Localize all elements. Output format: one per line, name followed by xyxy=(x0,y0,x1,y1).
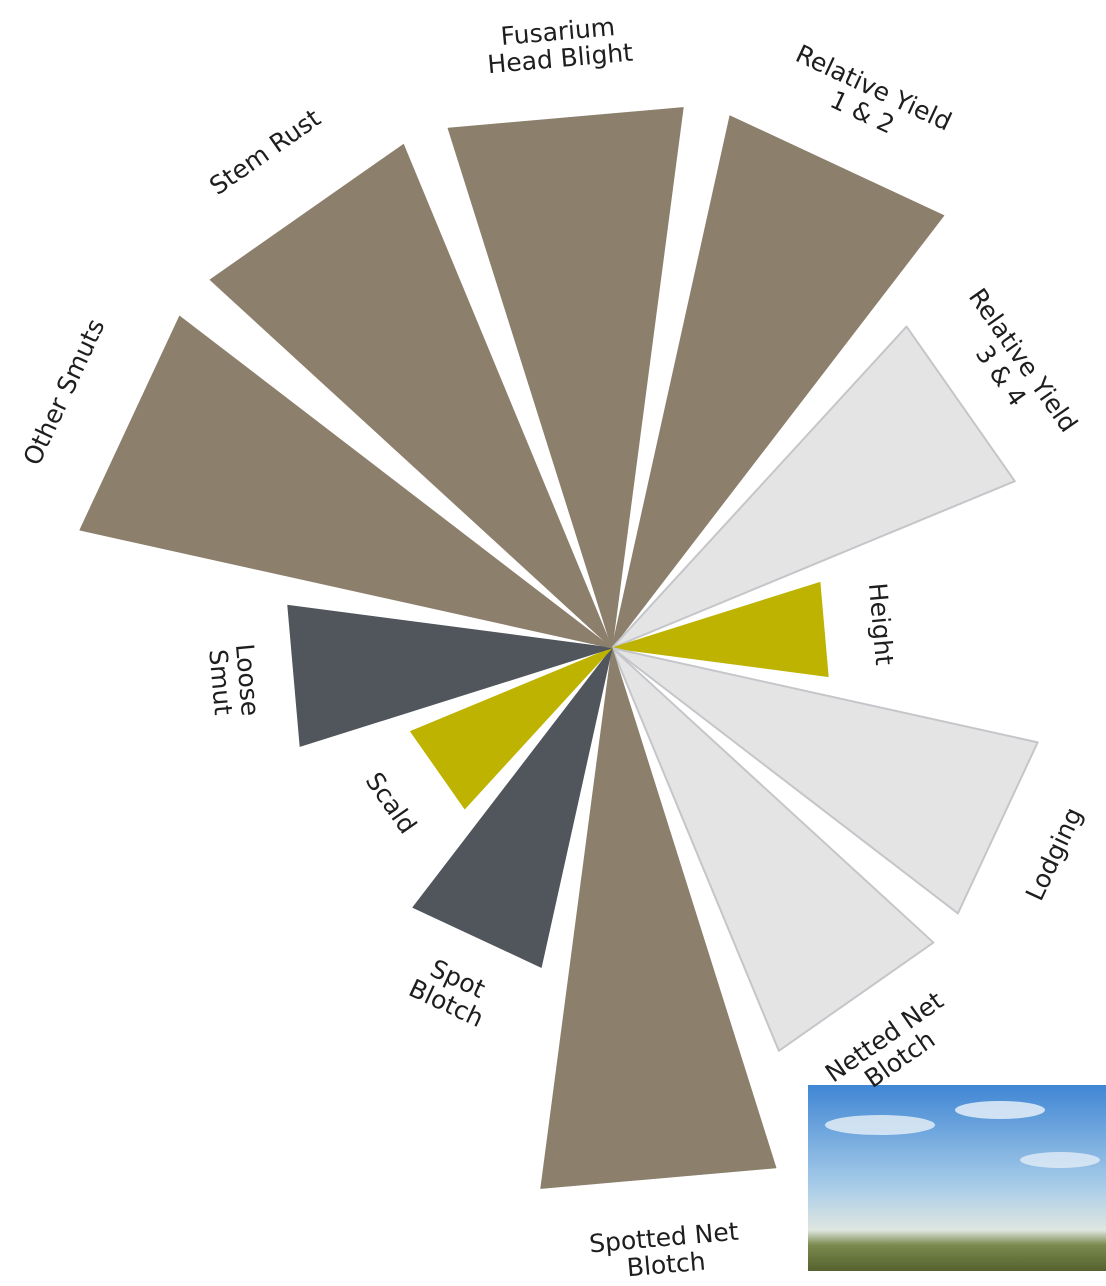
category-label: Loose Smut xyxy=(203,642,266,718)
wedge xyxy=(410,647,613,810)
wedge xyxy=(611,647,1039,915)
wedge xyxy=(611,115,945,649)
wedge xyxy=(611,581,829,677)
wedge xyxy=(79,315,613,649)
wedge xyxy=(209,143,613,649)
wedge xyxy=(540,647,777,1189)
wedge xyxy=(447,107,684,649)
wedge xyxy=(287,604,613,747)
wedges xyxy=(79,107,1039,1189)
wedge xyxy=(412,647,613,968)
wedge xyxy=(611,325,1016,649)
field-photo xyxy=(808,1085,1106,1271)
wedge xyxy=(611,647,935,1052)
